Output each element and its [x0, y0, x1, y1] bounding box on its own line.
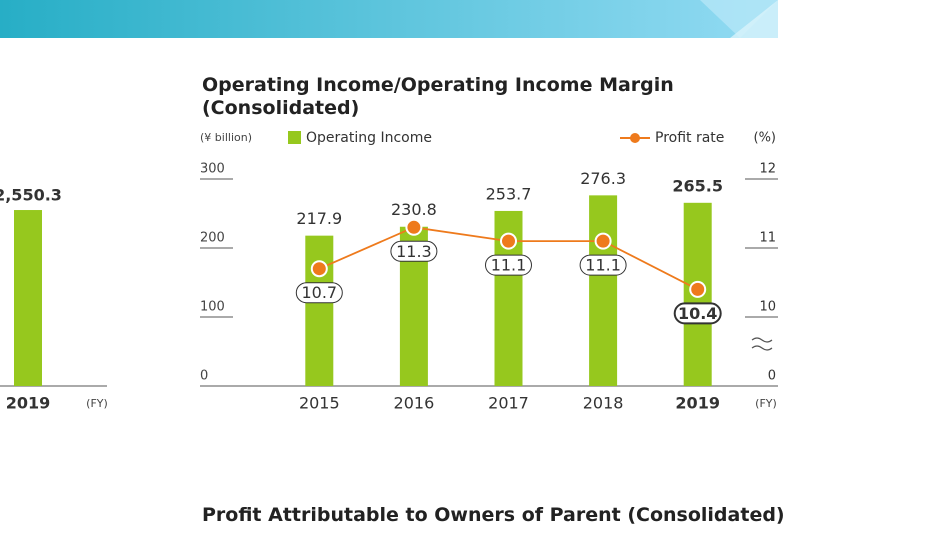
y-axis-label: (¥ billion) [200, 131, 252, 144]
legend-swatch [288, 131, 301, 144]
value-label: 10.7 [301, 283, 337, 302]
value-label: 253.7 [486, 184, 532, 203]
point [500, 232, 517, 250]
x-tick-label: 2017 [488, 394, 529, 413]
y2-tick-label: 10 [759, 300, 776, 315]
y2-axis-label: (%) [754, 131, 777, 146]
value-label: 276.3 [580, 169, 626, 188]
legend-label: Profit rate [655, 130, 724, 146]
y-tick-label: 300 [200, 162, 225, 177]
legend-label: Operating Income [306, 130, 432, 146]
value-label: 10.4 [678, 304, 717, 323]
x-tick-label: 2016 [394, 394, 435, 413]
value-label: 11.1 [585, 256, 621, 275]
value-label-box [579, 254, 627, 276]
y2-tick-label: 11 [759, 231, 776, 246]
y-tick-label: 100 [200, 300, 225, 315]
x-axis-label: (FY) [86, 397, 108, 410]
value-label: 11.3 [396, 242, 432, 261]
bar [589, 195, 618, 386]
value-label-box [390, 240, 438, 262]
point [310, 260, 328, 278]
value-label: 230.8 [391, 200, 437, 219]
point [405, 218, 423, 236]
x-tick-label: 2018 [583, 394, 624, 413]
point [689, 280, 707, 298]
banner-chevron [700, 0, 778, 38]
banner-chevron [730, 0, 778, 38]
y-tick-label: 0 [200, 369, 208, 384]
value-label-box [485, 254, 532, 276]
legend-marker [630, 133, 640, 143]
y2-tick-label: 12 [759, 162, 776, 177]
value-label: 265.5 [672, 176, 723, 195]
next-section-title: Profit Attributable to Owners of Parent … [202, 504, 785, 526]
value-label-box [673, 302, 722, 325]
value-label: 2,550.3 [0, 186, 62, 205]
y-tick-label: 200 [200, 231, 225, 246]
bar [14, 210, 42, 386]
x-axis-label: (FY) [755, 397, 777, 410]
value-label: 217.9 [296, 209, 342, 228]
value-label-box [295, 282, 343, 304]
chart-title: Operating Income/Operating Income Margin… [202, 74, 674, 119]
point [594, 232, 612, 250]
banner [0, 0, 778, 38]
x-tick-label: 2015 [299, 394, 340, 413]
axis-break [751, 337, 773, 351]
x-tick-label: 2019 [6, 394, 51, 413]
bar [305, 235, 334, 386]
y2-tick-label: 0 [768, 369, 776, 384]
value-label: 11.1 [491, 256, 527, 275]
x-tick-label: 2019 [675, 394, 720, 413]
